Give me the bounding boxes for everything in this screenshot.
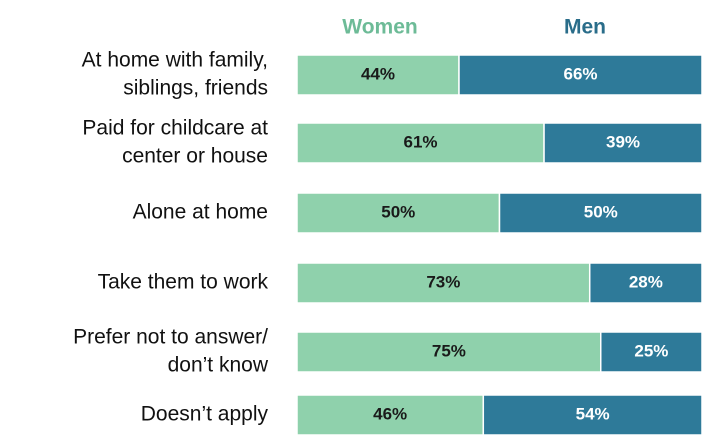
- data-label: 73%: [426, 272, 460, 291]
- data-label: 75%: [432, 341, 466, 360]
- category-label: center or house: [122, 145, 268, 168]
- data-label: 44%: [361, 64, 395, 83]
- category-label: Alone at home: [133, 201, 268, 224]
- category-label: Take them to work: [98, 271, 269, 294]
- data-label: 50%: [584, 202, 618, 221]
- category-label: siblings, friends: [123, 77, 268, 100]
- bar-segment: [543, 122, 703, 164]
- legend-label: Men: [564, 16, 606, 39]
- category-label: don’t know: [168, 354, 269, 377]
- category-label: Paid for childcare at: [82, 117, 268, 140]
- data-label: 39%: [606, 132, 640, 151]
- data-label: 61%: [404, 132, 438, 151]
- bar-segment: [296, 192, 501, 234]
- bar-segment: [296, 122, 545, 164]
- data-label: 66%: [563, 64, 597, 83]
- legend-label: Women: [342, 16, 417, 39]
- category-label: Doesn’t apply: [141, 403, 269, 426]
- category-label: Prefer not to answer/: [73, 326, 268, 349]
- bar-segment: [296, 331, 602, 373]
- data-label: 50%: [381, 202, 415, 221]
- bar-segment: [458, 54, 703, 96]
- bar-segment: [588, 262, 703, 304]
- bar-segment: [296, 262, 591, 304]
- data-label: 28%: [629, 272, 663, 291]
- bar-segment: [482, 394, 703, 435]
- bar-segment: [498, 192, 703, 234]
- data-label: 25%: [634, 341, 668, 360]
- bar-segment: [600, 331, 703, 373]
- category-label: At home with family,: [82, 49, 268, 72]
- data-label: 54%: [576, 404, 610, 423]
- data-label: 46%: [373, 404, 407, 423]
- bar-segment: [296, 54, 460, 96]
